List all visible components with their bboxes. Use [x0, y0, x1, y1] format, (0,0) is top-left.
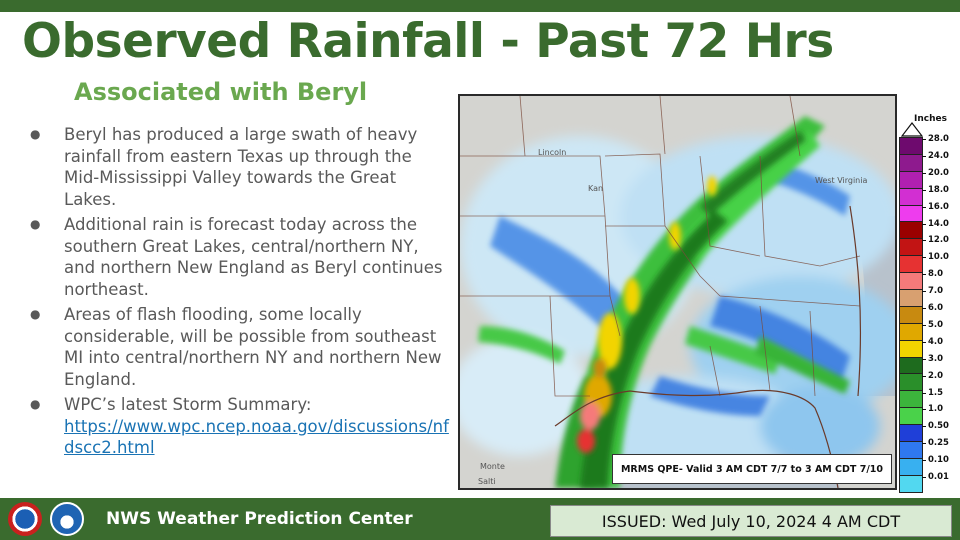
rainfall-map: Lincoln Kan West Virginia Monte Salti MR… — [458, 94, 897, 490]
legend-swatch — [899, 222, 923, 240]
precip-legend: Inches 28.0 24.0 20.0 18.0 16.0 14.0 12.0 10.0 8… — [898, 114, 960, 493]
bullet-text: WPC’s latest Storm Summary: — [64, 395, 312, 414]
legend-swatch — [899, 239, 923, 257]
legend-swatch — [899, 442, 923, 459]
legend-swatch — [899, 256, 923, 274]
legend-tick-label: 0.01 — [922, 472, 949, 482]
legend-swatch — [899, 408, 923, 426]
legend-swatch — [899, 154, 923, 172]
legend-swatch — [899, 357, 923, 375]
bullet-item: Areas of flash flooding, some locally co… — [30, 304, 450, 390]
issued-timestamp: ISSUED: Wed July 10, 2024 4 AM CDT — [550, 505, 952, 537]
legend-tick-label: 12.0 — [922, 235, 949, 246]
legend-swatch — [899, 374, 923, 392]
legend-tick-label: 2.0 — [921, 370, 944, 381]
legend-swatch — [899, 306, 923, 324]
legend-tick-label: 18.0 — [922, 184, 949, 195]
legend-swatch — [899, 137, 923, 155]
page-subtitle: Associated with Beryl — [74, 78, 368, 106]
bullet-text: Areas of flash flooding, some locally co… — [64, 305, 442, 389]
page-title: Observed Rainfall - Past 72 Hrs — [22, 14, 834, 69]
legend-tick-label: 4.0 — [921, 336, 944, 347]
legend-swatch — [899, 323, 923, 341]
legend-tick-label: 3.0 — [921, 353, 944, 364]
legend-tick-label: 28.0 — [922, 134, 949, 144]
legend-tick-label: 0.10 — [922, 455, 949, 466]
map-label-lincoln: Lincoln — [538, 148, 567, 157]
noaa-logo — [50, 502, 84, 536]
legend-tick-label: 1.5 — [921, 387, 944, 398]
legend-swatch — [899, 273, 923, 291]
legend-swatch — [899, 340, 923, 358]
legend-swatch — [899, 188, 923, 206]
legend-swatch — [899, 205, 923, 223]
bullet-text: Beryl has produced a large swath of heav… — [64, 125, 418, 209]
legend-swatch — [899, 391, 923, 409]
nws-logo — [8, 502, 42, 536]
legend-tick-label: 6.0 — [921, 303, 944, 313]
bullet-item: Beryl has produced a large swath of heav… — [30, 124, 450, 210]
legend-tick-label: 16.0 — [922, 201, 949, 212]
rainfall-map-graphic — [460, 96, 895, 488]
bullet-list: Beryl has produced a large swath of heav… — [30, 124, 450, 463]
legend-swatch — [899, 458, 923, 476]
map-label-monte: Monte — [480, 462, 505, 471]
legend-tick-label: 5.0 — [921, 319, 944, 330]
legend-tick-label: 20.0 — [922, 167, 949, 178]
legend-tick-label: 0.25 — [922, 438, 949, 449]
storm-summary-link[interactable]: https://www.wpc.ncep.noaa.gov/discussion… — [64, 416, 449, 458]
legend-tick-label: 0.50 — [922, 421, 949, 432]
legend-tick-label: 14.0 — [922, 218, 949, 229]
legend-tick-label: 10.0 — [922, 252, 949, 263]
legend-swatch — [899, 475, 923, 493]
legend-tick-label: 7.0 — [921, 286, 944, 297]
legend-unit-label: Inches — [914, 114, 947, 124]
map-label-west-virginia: West Virginia — [815, 176, 868, 185]
legend-color-bar — [899, 137, 923, 493]
legend-max-arrow-icon — [901, 122, 923, 137]
map-caption: MRMS QPE- Valid 3 AM CDT 7/7 to 3 AM CDT… — [612, 454, 892, 484]
bullet-text: Additional rain is forecast today across… — [64, 215, 443, 299]
legend-swatch — [899, 425, 923, 443]
bullet-item: Additional rain is forecast today across… — [30, 214, 450, 300]
bullet-item: WPC’s latest Storm Summary: https://www.w… — [30, 394, 450, 459]
top-accent-bar — [0, 0, 960, 12]
legend-tick-label: 1.0 — [921, 404, 944, 415]
legend-swatch — [899, 290, 923, 307]
legend-swatch — [899, 171, 923, 189]
map-label-kan: Kan — [588, 184, 604, 193]
legend-tick-label: 24.0 — [922, 150, 949, 161]
legend-tick-label: 8.0 — [921, 269, 944, 280]
footer-org-name: NWS Weather Prediction Center — [106, 509, 413, 529]
map-label-salti: Salti — [478, 477, 496, 486]
